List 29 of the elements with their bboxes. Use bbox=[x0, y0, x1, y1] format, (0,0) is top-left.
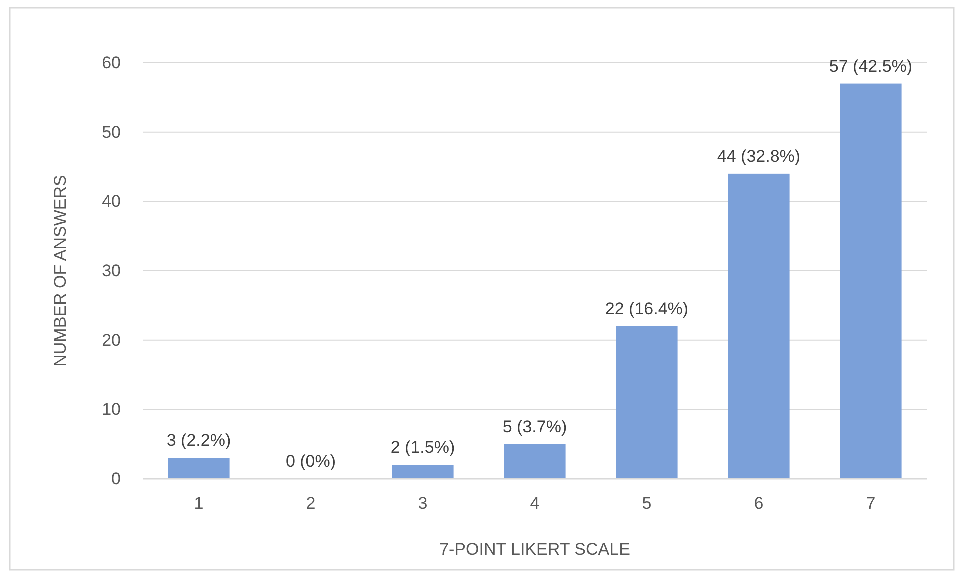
y-tick-label: 10 bbox=[102, 400, 121, 420]
x-tick-label: 5 bbox=[642, 494, 652, 514]
y-axis-title: NUMBER OF ANSWERS bbox=[51, 175, 70, 367]
x-tick-label: 7 bbox=[866, 494, 876, 514]
bar bbox=[392, 465, 454, 479]
data-label: 0 (0%) bbox=[286, 452, 336, 471]
data-label: 5 (3.7%) bbox=[502, 417, 568, 436]
x-tick-label: 6 bbox=[754, 494, 764, 514]
x-tick-label: 3 bbox=[418, 494, 428, 514]
bar bbox=[728, 174, 790, 479]
data-label: 57 (42.5%) bbox=[829, 56, 913, 76]
y-tick-label: 30 bbox=[102, 261, 121, 280]
y-tick-label: 60 bbox=[102, 53, 121, 72]
y-tick-label: 0 bbox=[112, 469, 121, 488]
data-label: 2 (1.5%) bbox=[390, 438, 456, 458]
x-tick-label: 1 bbox=[194, 494, 204, 514]
bar bbox=[616, 326, 678, 479]
y-tick-label: 20 bbox=[102, 330, 121, 350]
x-tick-label: 4 bbox=[530, 494, 540, 514]
data-label: 22 (16.4%) bbox=[605, 299, 689, 318]
y-tick-label: 40 bbox=[102, 192, 121, 212]
data-label: 44 (32.8%) bbox=[717, 146, 801, 166]
y-tick-label: 50 bbox=[102, 122, 121, 142]
bar bbox=[168, 458, 230, 479]
x-tick-label: 2 bbox=[306, 494, 316, 514]
bar bbox=[840, 84, 902, 479]
data-label: 3 (2.2%) bbox=[166, 431, 232, 450]
x-axis-title: 7-POINT LIKERT SCALE bbox=[440, 540, 630, 559]
bar bbox=[504, 444, 566, 479]
